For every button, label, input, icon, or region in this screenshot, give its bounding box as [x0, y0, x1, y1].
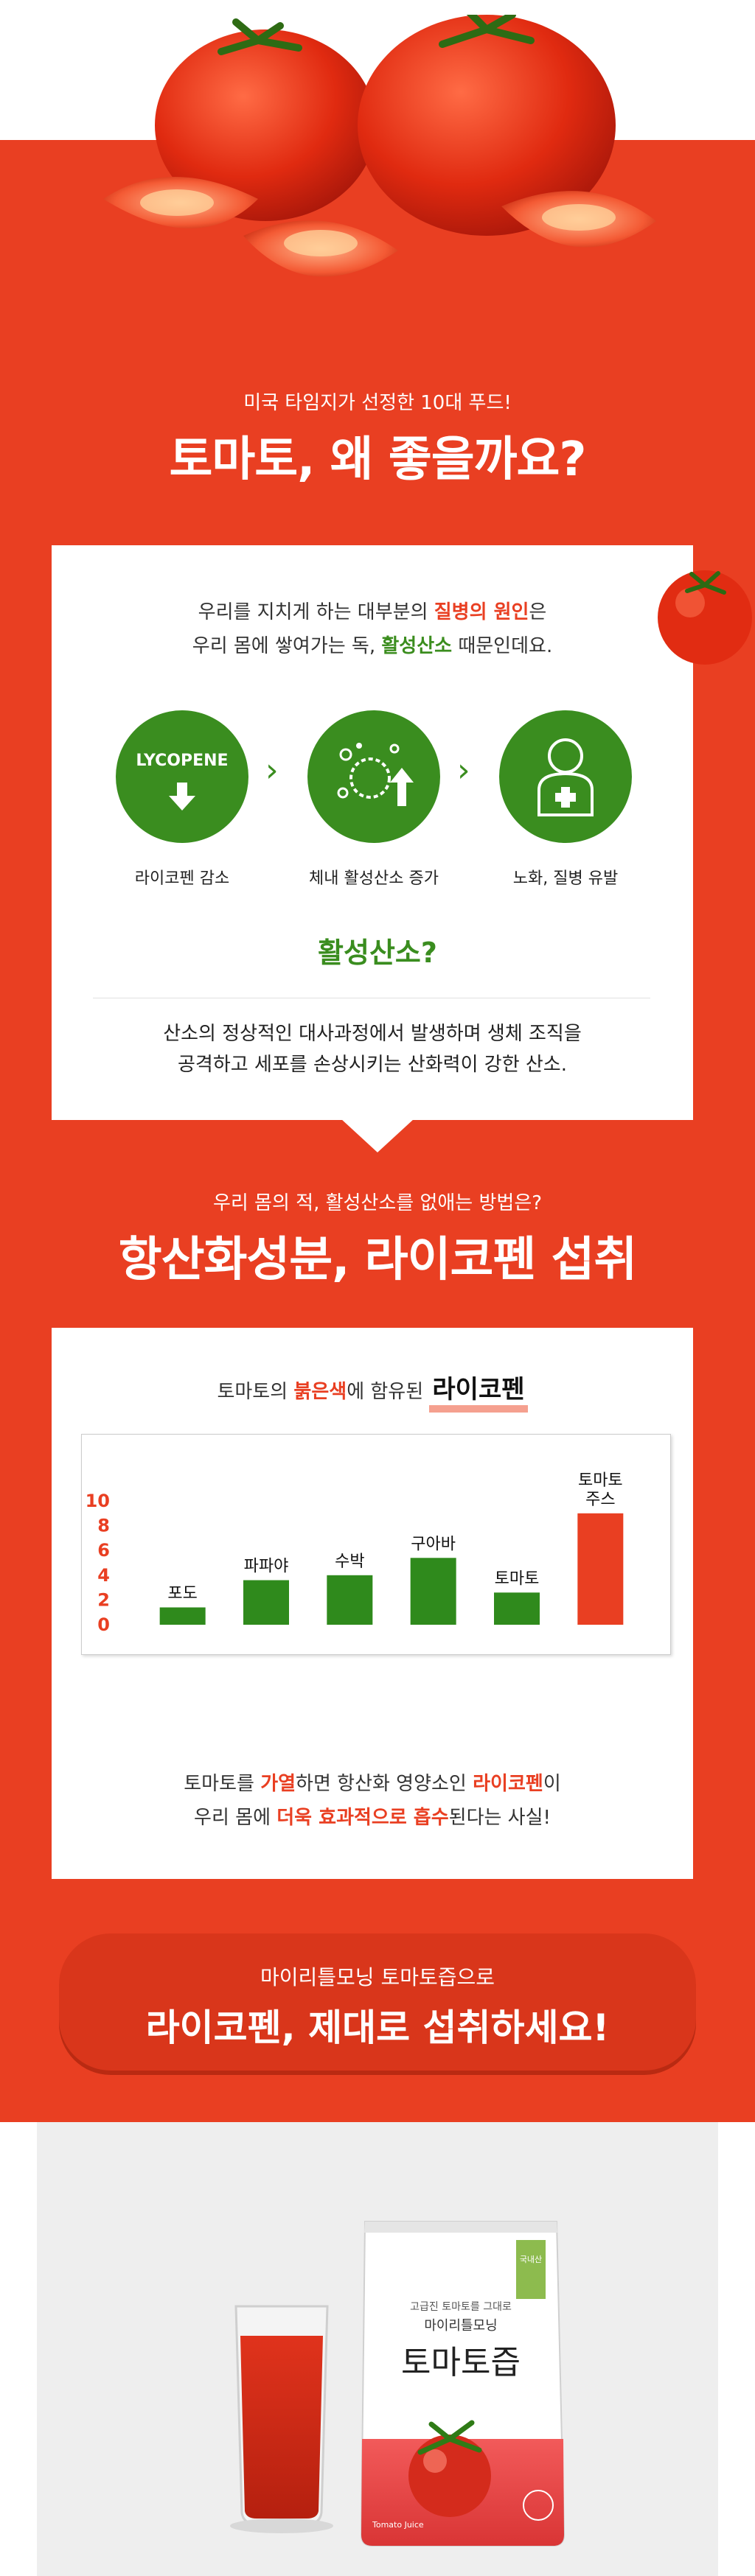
category-label: 수박 [335, 1553, 364, 1571]
pouch-small-text: Tomato Juice [372, 2520, 424, 2530]
free-radical-icon [337, 743, 414, 806]
pouch-product-name: 토마토즙 [401, 2344, 521, 2381]
y-tick-label: 4 [97, 1565, 110, 1586]
closing-line-1: 토마토를 가열하면 항산화 영양소인 라이코펜이 [184, 1773, 561, 1795]
category-label: 토마토 [578, 1471, 623, 1490]
product-illustration [230, 2221, 566, 2547]
lycopene-icon-label: LYCOPENE [136, 752, 229, 770]
intro-line-2: 우리 몸에 쌓여가는 독, 활성산소 때문인데요. [192, 635, 553, 657]
category-label: 파파야 [244, 1558, 289, 1576]
section2-kicker: 우리 몸의 적, 활성산소를 없애는 방법은? [212, 1192, 543, 1214]
step-label: 라이코펜 감소 [134, 869, 230, 888]
chart-bar [494, 1592, 540, 1625]
category-label: 구아바 [411, 1535, 456, 1553]
closing-line-2: 우리 몸에 더욱 효과적으로 흡수된다는 사실! [194, 1807, 551, 1829]
step-label: 체내 활성산소 증가 [309, 869, 439, 888]
pointer-triangle [341, 1119, 414, 1152]
chevron-right-icon: › [265, 752, 279, 789]
section2-headline: 항산화성분, 라이코펜 섭취 [118, 1233, 638, 1287]
y-tick-label: 6 [97, 1540, 110, 1561]
lycopene-circle: LYCOPENE [116, 710, 248, 843]
pouch-top-text: 고급진 토마토를 그대로 [410, 2301, 512, 2313]
ros-increase-circle [307, 710, 440, 843]
category-label: 포도 [167, 1584, 197, 1603]
chart-bar [159, 1607, 206, 1625]
pouch-side-badge: 국내산 [519, 2255, 543, 2264]
chart-bar [577, 1513, 624, 1625]
chart-bar [327, 1575, 373, 1625]
lycopene-intro: 토마토의 붉은색에 함유된 라이코펜 [74, 1369, 671, 1413]
category-label: 토마토 [495, 1569, 540, 1588]
lycopene-chart: 0 2 4 6 8 10 포도 파파야 수박 구아바 토마토 토마토 주스 [81, 1434, 671, 1655]
hero-kicker: 미국 타임지가 선정한 10대 푸드! [243, 392, 512, 414]
cta-kicker: 마이리틀모닝 토마토즙으로 [260, 1965, 495, 1989]
ros-desc-line-2: 공격하고 세포를 손상시키는 산화력이 강한 산소. [178, 1054, 567, 1076]
intro-line-1: 우리를 지치게 하는 대부분의 질병의 원인은 [198, 601, 547, 623]
y-tick-label: 2 [97, 1589, 110, 1610]
y-tick-label: 10 [86, 1491, 110, 1511]
ros-desc-line-1: 산소의 정상적인 대사과정에서 발생하며 생체 조직을 [163, 1023, 582, 1045]
tomato-decoration [658, 570, 752, 665]
product-photo: 고급진 토마토를 그대로 마이리틀모닝 토마토즙 국내산 Tomato Juic… [37, 2122, 718, 2576]
lycopene-tag: 라이코펜 [429, 1369, 528, 1413]
category-label: 주스 [585, 1491, 615, 1509]
cta-headline: 라이코펜, 제대로 섭취하세요! [145, 2006, 610, 2049]
aging-disease-circle [499, 710, 632, 843]
chart-bar [243, 1580, 289, 1625]
hero-headline: 토마토, 왜 좋을까요? [169, 433, 586, 487]
cta-banner [59, 1933, 696, 2071]
y-tick-label: 0 [97, 1614, 110, 1635]
arrow-down-icon [169, 783, 195, 811]
pouch-brand: 마이리틀모닝 [424, 2318, 498, 2334]
tomato-hero-image [103, 15, 656, 277]
chevron-right-icon: › [457, 752, 470, 789]
chart-bar [410, 1558, 456, 1625]
y-tick-label: 8 [97, 1516, 110, 1536]
ros-title: 활성산소? [318, 937, 437, 969]
person-medical-icon [537, 738, 594, 816]
step-label: 노화, 질병 유발 [512, 869, 619, 888]
